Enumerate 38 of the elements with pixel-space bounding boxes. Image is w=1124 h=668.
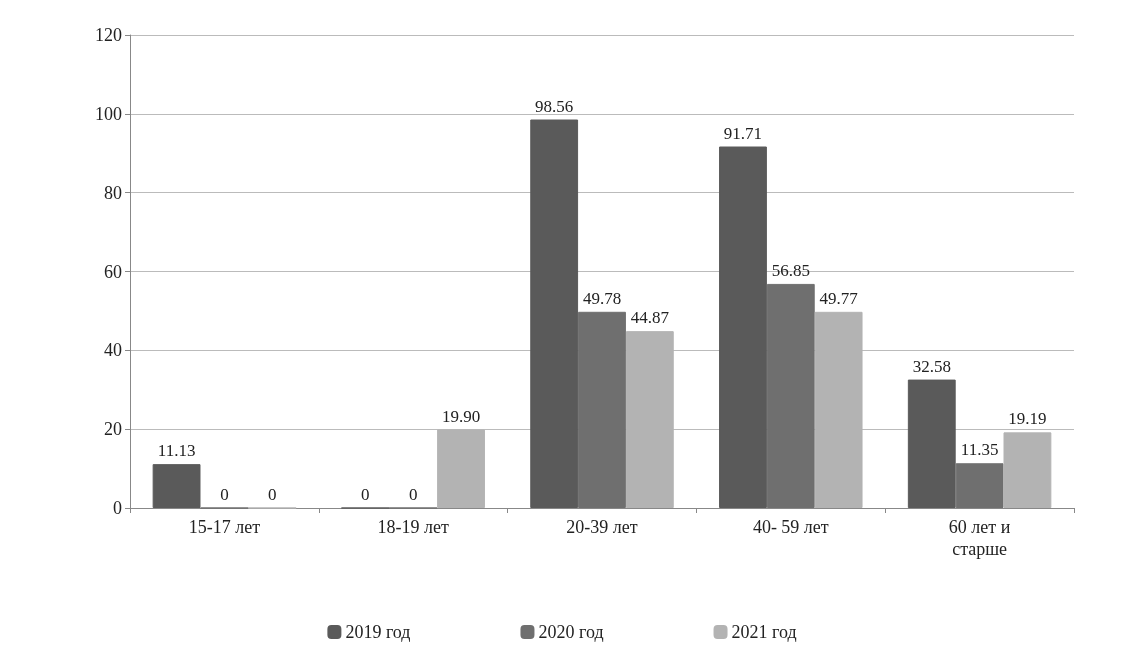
x-tick-label: 60 лет и старше bbox=[948, 517, 1011, 559]
y-tick-label: 120 bbox=[95, 25, 122, 45]
bar bbox=[1003, 432, 1052, 508]
data-label: 0 bbox=[220, 484, 229, 504]
data-label: 19.19 bbox=[1008, 409, 1047, 429]
data-label: 11.35 bbox=[960, 440, 999, 460]
data-label: 32.58 bbox=[912, 356, 951, 376]
data-label: 49.77 bbox=[819, 288, 859, 308]
x-tick-label: 15-17 лет bbox=[188, 517, 261, 537]
data-label: 0 bbox=[408, 484, 418, 504]
bar bbox=[719, 146, 767, 508]
x-tick-label: 20-39 лет bbox=[566, 517, 638, 537]
x-tick-label: 18-19 лет bbox=[377, 517, 449, 537]
data-label: 56.85 bbox=[771, 260, 810, 280]
y-tick-label: 60 bbox=[104, 261, 122, 282]
bar bbox=[530, 119, 579, 508]
legend-label: 2020 год bbox=[538, 622, 604, 642]
y-tick-label: 20 bbox=[104, 419, 122, 440]
data-label: 11.13 bbox=[157, 441, 196, 461]
data-label: 19.90 bbox=[441, 406, 481, 426]
bar bbox=[955, 463, 1004, 508]
bar bbox=[907, 379, 956, 508]
legend-label: 2019 год bbox=[345, 622, 411, 642]
data-label: 98.56 bbox=[535, 96, 574, 116]
bar bbox=[152, 464, 201, 508]
x-tick-label: 40- 59 лет bbox=[752, 517, 829, 537]
bar bbox=[578, 311, 626, 508]
data-label: 0 bbox=[361, 484, 370, 504]
data-label: 44.87 bbox=[630, 308, 670, 328]
data-label: 91.71 bbox=[723, 123, 763, 143]
y-tick-label: 0 bbox=[113, 498, 122, 518]
y-tick-label: 80 bbox=[104, 182, 122, 203]
legend-label: 2021 год bbox=[731, 622, 797, 642]
y-tick-label: 100 bbox=[95, 103, 122, 124]
y-tick-label: 40 bbox=[104, 340, 122, 361]
bar bbox=[766, 283, 815, 508]
data-label: 0 bbox=[267, 484, 277, 504]
data-label: 49.78 bbox=[582, 288, 622, 308]
